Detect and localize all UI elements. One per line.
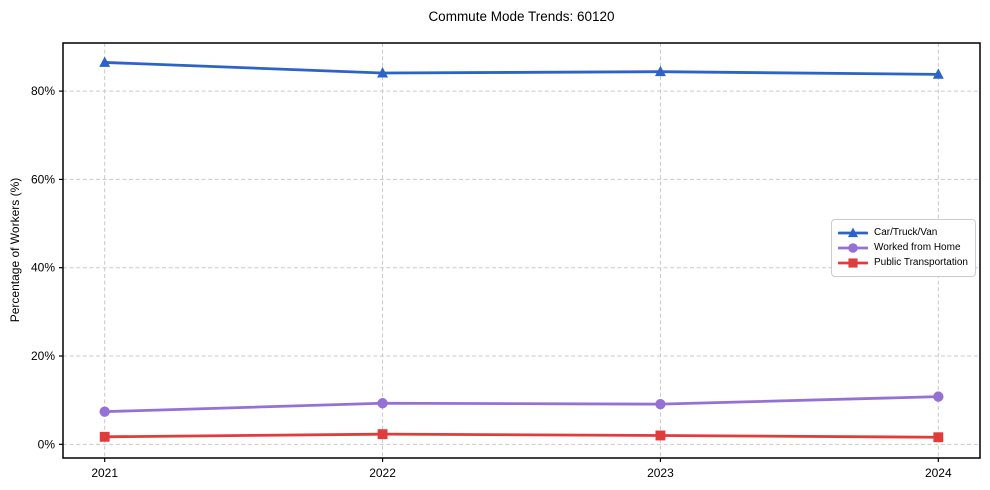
circle-marker <box>933 391 944 402</box>
y-tick-label: 40% <box>31 261 55 275</box>
triangle-marker <box>377 67 389 78</box>
y-tick-label: 20% <box>31 349 55 363</box>
circle-marker <box>99 406 110 417</box>
triangle-marker <box>932 68 944 79</box>
circle-marker <box>848 243 858 253</box>
x-tick-label: 2022 <box>369 466 396 480</box>
square-marker <box>377 429 388 440</box>
series-line <box>103 395 940 414</box>
series-line <box>103 61 940 76</box>
circle-marker <box>655 398 666 410</box>
x-tick-label: 2024 <box>925 466 952 480</box>
square-marker <box>848 258 858 268</box>
square-marker <box>655 430 666 441</box>
y-tick-label: 60% <box>31 172 55 186</box>
legend-line-square-icon <box>838 258 868 268</box>
axes-border <box>62 42 981 459</box>
x-tick-label: 2023 <box>647 466 674 480</box>
triangle-marker <box>654 65 666 77</box>
legend-line-circle-icon <box>838 243 868 253</box>
y-tick-label: 80% <box>31 84 55 98</box>
chart-title: Commute Mode Trends: 60120 <box>428 9 615 24</box>
circle-marker <box>377 398 388 409</box>
legend-label: Public Transportation <box>874 257 968 268</box>
legend-label: Car/Truck/Van <box>874 227 938 238</box>
triangle-marker <box>847 227 859 238</box>
triangle-marker <box>99 56 111 67</box>
x-tick-label: 2021 <box>91 466 118 480</box>
legend-label: Worked from Home <box>874 242 961 253</box>
square-marker <box>99 431 110 442</box>
y-axis-label: Percentage of Workers (%) <box>8 177 22 323</box>
legend-item-car-truck-van: Car/Truck/Van <box>838 227 969 239</box>
square-marker <box>933 432 944 443</box>
legend-item-worked-from-home: Worked from Home <box>838 242 969 254</box>
y-tick-label: 0% <box>38 437 56 451</box>
legend: Car/Truck/Van Worked from Home Public Tr… <box>831 219 976 277</box>
series-line <box>103 432 940 439</box>
legend-line-triangle-icon <box>838 227 868 238</box>
legend-item-public-transportation: Public Transportation <box>838 257 969 269</box>
